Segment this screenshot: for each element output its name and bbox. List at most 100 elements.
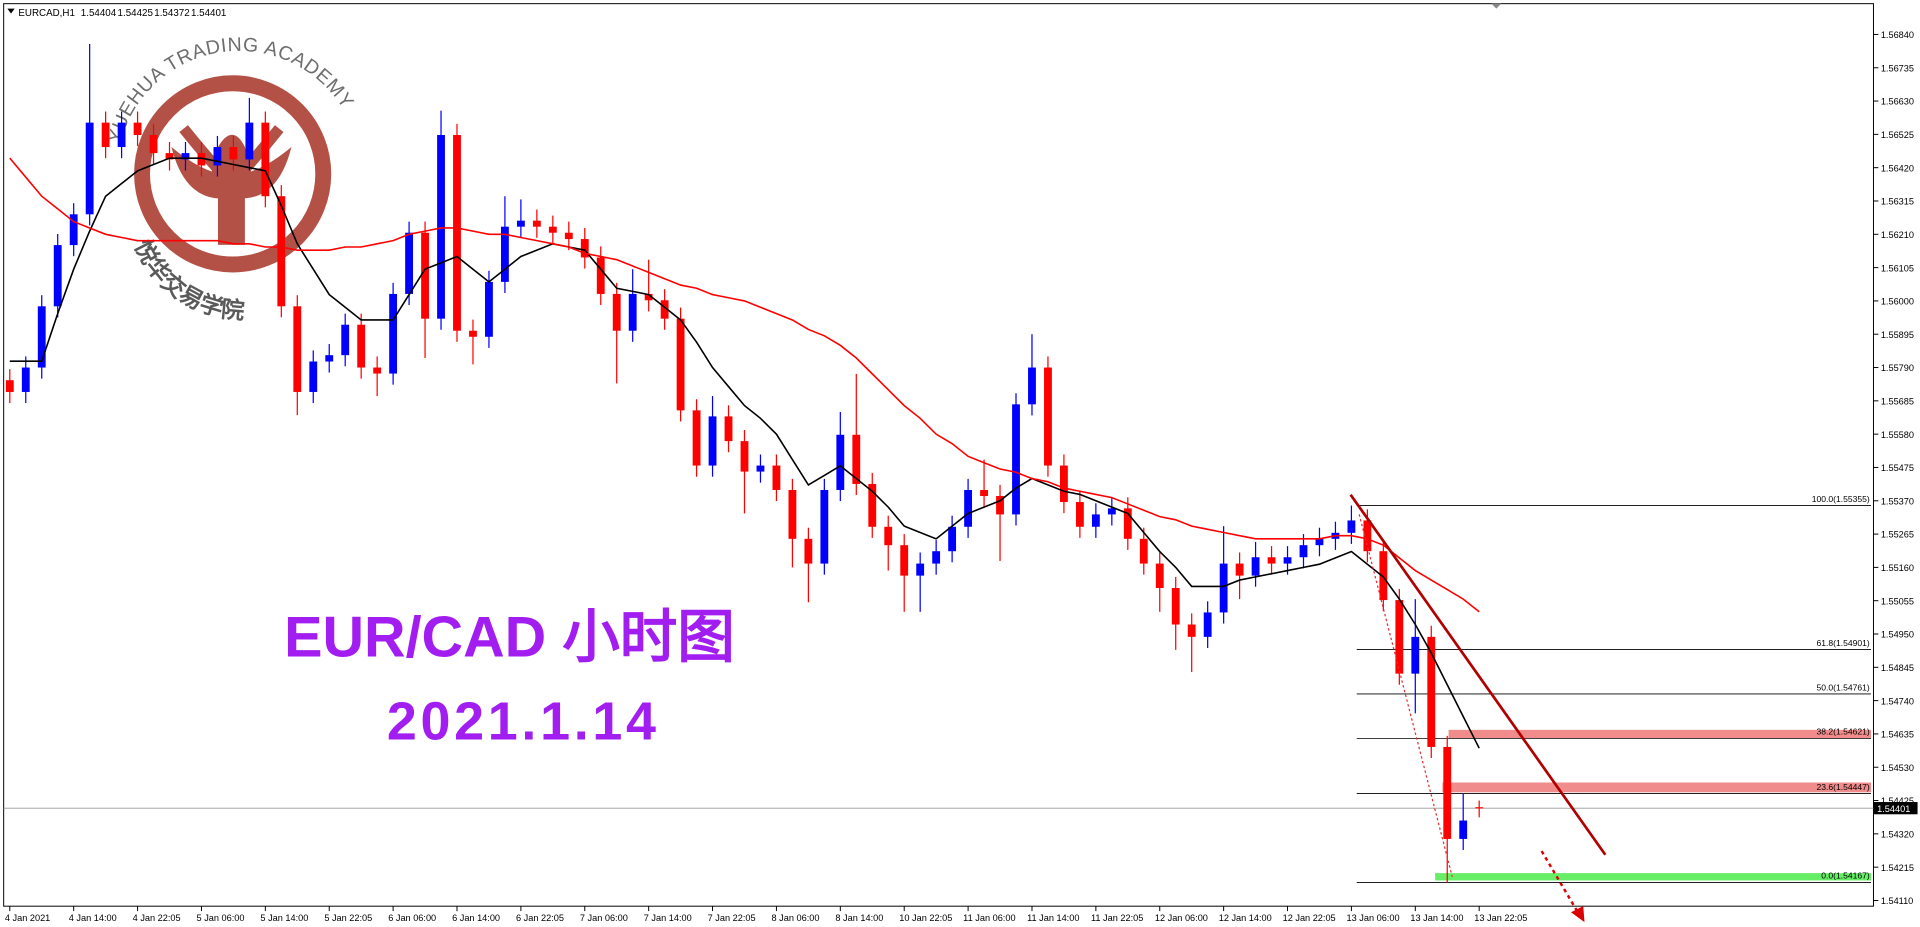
x-tick-label: 12 Jan 06:00 bbox=[1155, 913, 1208, 923]
candle-body bbox=[548, 226, 557, 233]
plot-area: EURCAD,H1 1.54404 1.54425 1.54372 1.544011.5… bbox=[3, 8, 1914, 923]
symbol-label: EURCAD,H1 bbox=[18, 8, 75, 19]
x-tick-label: 5 Jan 06:00 bbox=[197, 913, 245, 923]
candle-body bbox=[1267, 557, 1276, 564]
candle-body bbox=[740, 441, 749, 472]
menu-arrow[interactable] bbox=[7, 8, 15, 14]
candle-body bbox=[341, 324, 350, 356]
projection-arrowhead bbox=[1571, 906, 1585, 923]
candle-body bbox=[357, 324, 366, 368]
candle-body bbox=[261, 122, 270, 197]
y-tick-label: 1.54425 bbox=[1881, 796, 1914, 806]
candle-body bbox=[996, 496, 1004, 515]
candle-body bbox=[117, 122, 126, 148]
candle-body bbox=[213, 147, 222, 166]
y-tick-label: 1.55895 bbox=[1881, 330, 1914, 340]
overlay-date: 2021.1.14 bbox=[387, 692, 660, 752]
ohlc-value: 1.54401 bbox=[191, 8, 226, 19]
candle-body bbox=[85, 122, 94, 215]
candle-body bbox=[1203, 612, 1212, 637]
candle-body bbox=[852, 434, 861, 484]
plot-frame bbox=[3, 3, 1874, 907]
candle-body bbox=[820, 489, 829, 564]
candle-body bbox=[181, 153, 190, 160]
candle-body bbox=[1155, 563, 1164, 589]
candle-body bbox=[692, 410, 701, 466]
moving-average bbox=[9, 157, 1480, 749]
candle-body bbox=[325, 355, 334, 362]
overlay-title: EUR/CAD 小时图 bbox=[284, 605, 735, 669]
candle-body bbox=[708, 416, 717, 466]
candle-body bbox=[644, 293, 653, 301]
x-tick-label: 6 Jan 22:05 bbox=[516, 913, 564, 923]
moving-average bbox=[9, 157, 1480, 613]
candle-body bbox=[500, 226, 509, 282]
candle-body bbox=[293, 306, 302, 392]
candle-body bbox=[532, 220, 541, 227]
x-tick-label: 7 Jan 22:05 bbox=[708, 913, 756, 923]
candle-body bbox=[1075, 502, 1084, 527]
y-tick-label: 1.55580 bbox=[1881, 430, 1914, 440]
candle-body bbox=[660, 300, 669, 319]
fib-label: 38.2(1.54621) bbox=[1816, 727, 1869, 737]
candle-body bbox=[1299, 545, 1308, 558]
candle-body bbox=[69, 214, 78, 246]
candle-body bbox=[133, 122, 142, 136]
x-tick-label: 11 Jan 14:00 bbox=[1027, 913, 1079, 923]
candle-body bbox=[932, 551, 941, 564]
x-tick-label: 11 Jan 22:05 bbox=[1091, 913, 1143, 923]
candle-body bbox=[373, 367, 382, 374]
candle-body bbox=[1060, 465, 1068, 503]
fib-diagonal bbox=[1358, 514, 1453, 877]
candle-body bbox=[1044, 367, 1052, 466]
candle-body bbox=[516, 220, 525, 227]
candle-body bbox=[5, 380, 14, 392]
current-price-box bbox=[1873, 802, 1918, 815]
y-tick-label: 1.54215 bbox=[1881, 863, 1914, 873]
candle-body bbox=[229, 147, 238, 160]
y-tick-label: 1.55160 bbox=[1881, 563, 1914, 573]
fib-label: 50.0(1.54761) bbox=[1816, 682, 1869, 692]
candle-body bbox=[165, 153, 174, 160]
x-tick-label: 4 Jan 14:00 bbox=[69, 913, 117, 923]
candle-body bbox=[1283, 557, 1292, 564]
candle-body bbox=[1107, 508, 1116, 515]
x-tick-label: 4 Jan 2021 bbox=[5, 913, 50, 923]
candle-body bbox=[1219, 563, 1228, 613]
candle-body bbox=[485, 281, 493, 337]
candle-body bbox=[37, 306, 46, 368]
candle-body bbox=[948, 526, 957, 552]
x-tick-label: 8 Jan 14:00 bbox=[835, 913, 883, 923]
y-tick-label: 1.54110 bbox=[1881, 896, 1913, 906]
candle-body bbox=[580, 239, 589, 258]
candle-body bbox=[309, 361, 318, 392]
ohlc-value: 1.54372 bbox=[154, 8, 189, 19]
ohlc-value: 1.54404 bbox=[81, 8, 117, 19]
candle-body bbox=[1347, 520, 1356, 533]
x-tick-label: 7 Jan 14:00 bbox=[644, 913, 692, 923]
x-tick-label: 7 Jan 06:00 bbox=[580, 913, 628, 923]
candle-body bbox=[53, 245, 62, 307]
candle-body bbox=[916, 563, 925, 576]
x-tick-label: 12 Jan 22:05 bbox=[1283, 913, 1336, 923]
candle-body bbox=[964, 489, 973, 527]
candle-body bbox=[1187, 624, 1196, 637]
candle-body bbox=[1363, 520, 1372, 552]
y-tick-label: 1.56105 bbox=[1881, 263, 1914, 273]
y-tick-label: 1.56735 bbox=[1881, 63, 1914, 73]
candle-body bbox=[772, 465, 781, 490]
candle-body bbox=[1123, 508, 1132, 539]
y-tick-label: 1.55790 bbox=[1881, 363, 1914, 373]
x-tick-label: 6 Jan 14:00 bbox=[452, 913, 500, 923]
candle-body bbox=[1379, 551, 1388, 601]
current-price-label: 1.54401 bbox=[1877, 804, 1910, 814]
candle-body bbox=[612, 293, 621, 331]
candle-body bbox=[277, 196, 286, 307]
x-tick-label: 10 Jan 22:05 bbox=[899, 913, 952, 923]
y-tick-label: 1.54530 bbox=[1881, 763, 1914, 773]
y-tick-label: 1.56420 bbox=[1881, 163, 1914, 173]
resistance-zone bbox=[1448, 729, 1872, 739]
y-tick-label: 1.56840 bbox=[1881, 30, 1914, 40]
candle-body bbox=[1251, 557, 1260, 576]
